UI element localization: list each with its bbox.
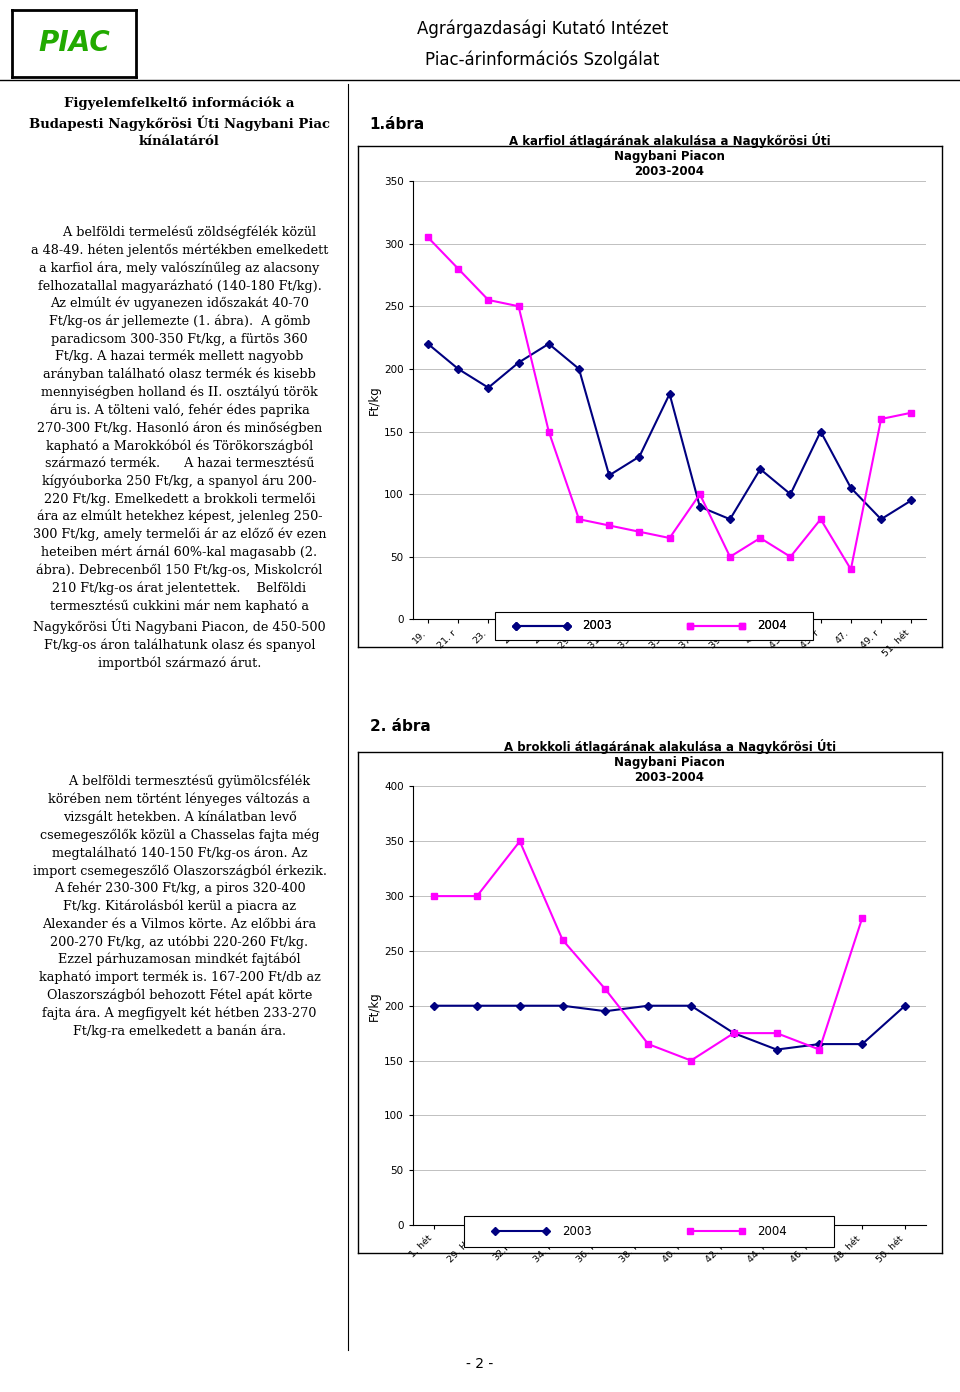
Y-axis label: Ft/kg: Ft/kg bbox=[369, 991, 381, 1020]
Title: A brokkoli átlagárának alakulása a Nagykőrösi Úti
Nagybani Piacon
2003-2004: A brokkoli átlagárának alakulása a Nagyk… bbox=[504, 739, 835, 784]
Text: 2004: 2004 bbox=[756, 619, 786, 632]
2004 bbox=[483, 291, 494, 308]
Bar bbox=[465, 1215, 834, 1247]
2004 bbox=[600, 981, 612, 998]
2003 bbox=[428, 997, 440, 1013]
2003 bbox=[471, 997, 483, 1013]
2004 bbox=[452, 260, 464, 277]
Text: A belföldi termesztésű gyümölcsfélék
körében nem történt lényeges változás a
viz: A belföldi termesztésű gyümölcsfélék kör… bbox=[33, 774, 326, 1038]
Text: 2. ábra: 2. ábra bbox=[370, 720, 430, 735]
2004 bbox=[642, 1036, 654, 1052]
2003 bbox=[664, 386, 676, 402]
2004 bbox=[422, 228, 434, 245]
2003 bbox=[876, 511, 887, 528]
2004 bbox=[905, 404, 917, 420]
2003 bbox=[604, 466, 615, 483]
2004 bbox=[428, 888, 440, 905]
Line: 2003: 2003 bbox=[424, 341, 915, 522]
2003 bbox=[771, 1041, 782, 1058]
2003 bbox=[905, 491, 917, 508]
2004 bbox=[685, 1052, 697, 1069]
2004 bbox=[573, 511, 585, 528]
2004 bbox=[755, 529, 766, 546]
2004 bbox=[784, 548, 796, 565]
Text: 2004: 2004 bbox=[756, 619, 786, 632]
2004 bbox=[604, 516, 615, 533]
Line: 2004: 2004 bbox=[431, 838, 865, 1063]
Text: - 2 -: - 2 - bbox=[467, 1357, 493, 1371]
2003 bbox=[856, 1036, 868, 1052]
2004 bbox=[724, 548, 735, 565]
2003 bbox=[694, 498, 706, 515]
2003 bbox=[728, 1025, 739, 1041]
Text: Piac-árinformációs Szolgálat: Piac-árinformációs Szolgálat bbox=[425, 50, 660, 70]
Line: 2004: 2004 bbox=[424, 234, 915, 572]
Text: 2003: 2003 bbox=[583, 619, 612, 632]
2004 bbox=[771, 1025, 782, 1041]
2003 bbox=[685, 997, 697, 1013]
2003 bbox=[845, 479, 856, 497]
2004 bbox=[814, 1041, 826, 1058]
2003 bbox=[815, 423, 827, 440]
2004 bbox=[471, 888, 483, 905]
Text: 1.ábra: 1.ábra bbox=[370, 117, 425, 132]
2003 bbox=[513, 354, 524, 370]
2003 bbox=[784, 486, 796, 503]
2003 bbox=[514, 997, 525, 1013]
2003 bbox=[483, 379, 494, 395]
Bar bbox=[495, 612, 813, 639]
2004 bbox=[876, 411, 887, 427]
Text: PIAC: PIAC bbox=[38, 29, 109, 57]
2003 bbox=[634, 448, 645, 465]
2004 bbox=[694, 486, 706, 503]
Y-axis label: Ft/kg: Ft/kg bbox=[369, 386, 381, 415]
2003 bbox=[573, 361, 585, 377]
2004 bbox=[557, 931, 568, 948]
2003 bbox=[557, 997, 568, 1013]
2003 bbox=[543, 335, 555, 352]
2004 bbox=[634, 523, 645, 540]
Text: 2003: 2003 bbox=[583, 619, 612, 632]
Text: Figyelemfelkeltő információk a
Budapesti Nagykőrösi Úti Nagybani Piac
kínálatáró: Figyelemfelkeltő információk a Budapesti… bbox=[29, 97, 330, 148]
2003 bbox=[724, 511, 735, 528]
2004 bbox=[856, 910, 868, 927]
Text: 2004: 2004 bbox=[756, 1225, 786, 1237]
2004 bbox=[815, 511, 827, 528]
2004 bbox=[728, 1025, 739, 1041]
Line: 2003: 2003 bbox=[431, 1002, 908, 1052]
2004 bbox=[513, 298, 524, 315]
Text: Agrárgazdasági Kutató Intézet: Agrárgazdasági Kutató Intézet bbox=[417, 19, 668, 38]
2004 bbox=[514, 832, 525, 849]
2003 bbox=[814, 1036, 826, 1052]
2004 bbox=[845, 561, 856, 578]
2003 bbox=[900, 997, 911, 1013]
Text: 2003: 2003 bbox=[562, 1225, 591, 1237]
2004 bbox=[543, 423, 555, 440]
2003 bbox=[642, 997, 654, 1013]
2003 bbox=[452, 361, 464, 377]
2003 bbox=[755, 461, 766, 477]
2004 bbox=[664, 529, 676, 546]
2003 bbox=[422, 335, 434, 352]
Title: A karfiol átlagárának alakulása a Nagykőrösi Úti
Nagybani Piacon
2003-2004: A karfiol átlagárának alakulása a Nagykő… bbox=[509, 134, 830, 178]
2003 bbox=[600, 1002, 612, 1019]
Text: A belföldi termelésű zöldségfélék közül
a 48-49. héten jelentős mértékben emelke: A belföldi termelésű zöldségfélék közül … bbox=[31, 226, 328, 670]
